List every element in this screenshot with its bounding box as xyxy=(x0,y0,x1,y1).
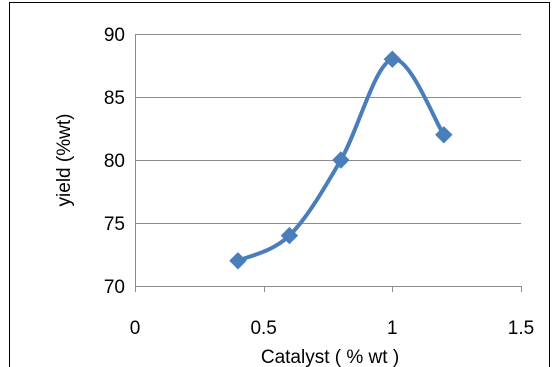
x-tick-label: 1.5 xyxy=(508,318,534,339)
data-point-marker xyxy=(229,252,247,270)
series-line xyxy=(235,57,446,263)
x-tick-label: 0 xyxy=(130,318,141,339)
tick-labels: 70 75 80 85 90 0 0.5 1 1.5 xyxy=(104,25,534,339)
gridlines xyxy=(135,34,521,224)
y-tick-label: 80 xyxy=(104,151,125,172)
data-point-marker xyxy=(280,226,299,245)
series xyxy=(229,50,453,270)
y-tick-label: 70 xyxy=(104,277,125,298)
y-axis-title: yield (%wt) xyxy=(54,114,75,207)
data-point-marker xyxy=(435,126,453,144)
x-tick-label: 1 xyxy=(387,318,398,339)
y-tick-label: 85 xyxy=(104,88,125,109)
data-point-marker xyxy=(332,151,350,169)
axes xyxy=(135,34,522,292)
chart-frame xyxy=(9,2,550,367)
x-tick-label: 0.5 xyxy=(250,318,276,339)
y-tick-label: 90 xyxy=(104,25,125,46)
x-axis-title: Catalyst ( % wt ) xyxy=(261,347,399,367)
data-point-marker xyxy=(383,50,402,68)
y-tick-label: 75 xyxy=(104,214,125,235)
